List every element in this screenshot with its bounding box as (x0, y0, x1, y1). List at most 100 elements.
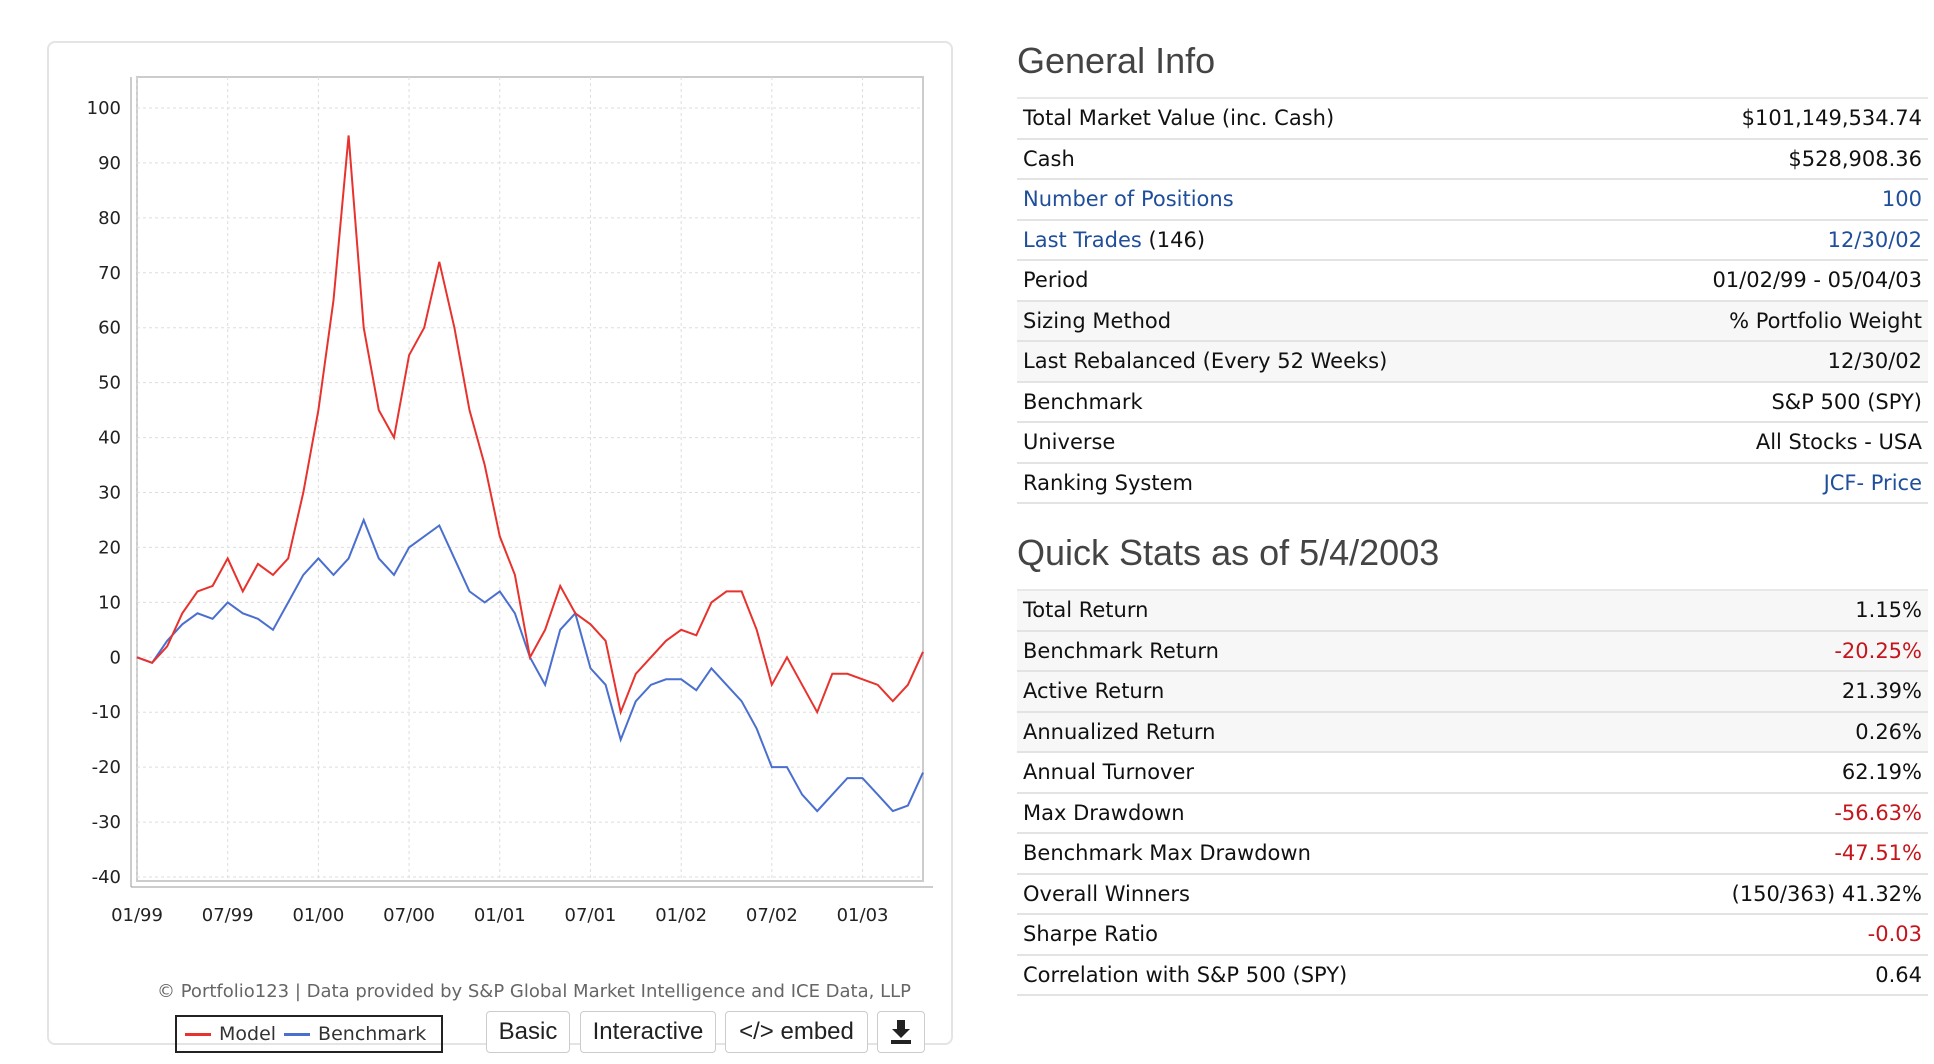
row-value: -0.03 (1585, 914, 1928, 956)
table-row: Total Market Value (inc. Cash) $101,149,5… (1017, 98, 1928, 140)
row-label: Period (1017, 260, 1591, 302)
y-tick-label: 90 (98, 153, 121, 174)
table-row: Cash $528,908.36 (1017, 138, 1928, 180)
y-tick-label: -10 (92, 702, 121, 723)
x-tick-label: 01/00 (292, 905, 344, 926)
row-label: Sizing Method (1017, 300, 1591, 342)
row-label: Overall Winners (1017, 873, 1586, 915)
interactive-button[interactable]: Interactive (580, 1011, 716, 1053)
row-label: Last Rebalanced (Every 52 Weeks) (1017, 341, 1591, 383)
row-label: Ranking System (1017, 462, 1591, 504)
row-value: 12/30/02 (1590, 341, 1928, 383)
x-tick-label: 01/02 (655, 905, 707, 926)
series-line-model (136, 135, 924, 716)
table-row: Ranking System JCF- Price (1017, 462, 1928, 504)
table-row: Last Rebalanced (Every 52 Weeks) 12/30/02 (1017, 341, 1928, 383)
y-tick-label: -30 (92, 812, 121, 833)
info-panel: General Info Total Market Value (inc. Ca… (1017, 36, 1928, 996)
row-value: All Stocks - USA (1590, 422, 1928, 464)
download-icon (891, 1020, 911, 1044)
y-tick-label: 50 (98, 373, 121, 394)
table-row: Active Return 21.39% (1017, 671, 1928, 713)
y-tick-label: 80 (98, 208, 121, 229)
download-button[interactable] (877, 1011, 925, 1053)
y-tick-label: -20 (92, 757, 121, 778)
table-row: Annual Turnover 62.19% (1017, 752, 1928, 794)
x-tick-label: 07/02 (746, 905, 798, 926)
y-tick-label: 20 (98, 537, 121, 558)
row-label-text: Overall Winners (1023, 881, 1190, 906)
row-value: 62.19% (1585, 752, 1928, 794)
x-tick-label: 01/03 (837, 905, 889, 926)
y-tick-label: 60 (98, 318, 121, 339)
row-label-text: Max Drawdown (1023, 800, 1185, 825)
row-label: Cash (1017, 138, 1591, 180)
row-value[interactable]: 100 (1590, 179, 1928, 221)
table-row: Correlation with S&P 500 (SPY) 0.64 (1017, 954, 1928, 996)
model-swatch (185, 1032, 211, 1036)
row-label: Benchmark Max Drawdown (1017, 833, 1586, 875)
row-label: Active Return (1017, 671, 1586, 713)
row-label-text: Active Return (1023, 679, 1165, 704)
row-value: 0.64 (1585, 954, 1928, 996)
row-label-text: Cash (1023, 146, 1075, 171)
row-label-text: Total Market Value (inc. Cash) (1023, 106, 1335, 131)
row-value: -56.63% (1585, 792, 1928, 834)
row-label-text: Annualized Return (1023, 719, 1216, 744)
row-label-text[interactable]: Last Trades (1023, 227, 1142, 252)
y-tick-label: 10 (98, 592, 121, 613)
row-label-text: Correlation with S&P 500 (SPY) (1023, 962, 1348, 987)
benchmark-swatch (284, 1032, 311, 1036)
embed-button[interactable]: </> embed (725, 1011, 868, 1053)
row-value[interactable]: JCF- Price (1590, 462, 1928, 504)
row-label-text: Benchmark Return (1023, 638, 1219, 663)
row-label-text: Period (1023, 268, 1089, 293)
legend-model: Model (219, 1023, 277, 1045)
row-label-text: Annual Turnover (1023, 760, 1195, 785)
row-label-text: Sizing Method (1023, 308, 1172, 333)
x-tick-label: 07/00 (383, 905, 435, 926)
row-label-text: Sharpe Ratio (1023, 922, 1158, 947)
row-label-text[interactable]: Number of Positions (1023, 187, 1234, 212)
row-value[interactable]: 12/30/02 (1590, 219, 1928, 261)
y-tick-label: 0 (110, 647, 121, 668)
row-value: -20.25% (1585, 630, 1928, 672)
table-row: Period 01/02/99 - 05/04/03 (1017, 260, 1928, 302)
plot-area (136, 76, 924, 882)
row-label: Last Trades (146) (1017, 219, 1591, 261)
x-tick-label: 07/99 (202, 905, 254, 926)
row-value: 21.39% (1585, 671, 1928, 713)
table-row: Sizing Method % Portfolio Weight (1017, 300, 1928, 342)
general-info-table: Total Market Value (inc. Cash) $101,149,5… (1017, 97, 1928, 504)
row-label: Benchmark Return (1017, 630, 1586, 672)
table-row: Sharpe Ratio -0.03 (1017, 914, 1928, 956)
row-label-text: Ranking System (1023, 470, 1193, 495)
basic-button[interactable]: Basic (486, 1011, 570, 1053)
row-label: Universe (1017, 422, 1591, 464)
row-label: Benchmark (1017, 381, 1591, 423)
row-value: (150/363) 41.32% (1585, 873, 1928, 915)
quick-stats-title: Quick Stats as of 5/4/2003 (1017, 532, 1440, 573)
row-label: Total Return (1017, 590, 1586, 632)
row-label: Annual Turnover (1017, 752, 1586, 794)
table-row: Annualized Return 0.26% (1017, 711, 1928, 753)
row-value: S&P 500 (SPY) (1590, 381, 1928, 423)
chart-card: 100 90 80 70 60 50 40 30 20 10 0 -10 -20 -30 -40 01/99 0… (47, 41, 953, 1053)
row-label: Sharpe Ratio (1017, 914, 1586, 956)
row-label: Annualized Return (1017, 711, 1586, 753)
table-row: Overall Winners (150/363) 41.32% (1017, 873, 1928, 915)
quick-stats-table: Total Return 1.15% Benchmark Return -20.25%… (1017, 589, 1928, 996)
general-info-title: General Info (1017, 40, 1216, 81)
row-value: 1.15% (1585, 590, 1928, 632)
table-row: Universe All Stocks - USA (1017, 422, 1928, 464)
x-tick-label: 01/01 (474, 905, 526, 926)
row-label: Total Market Value (inc. Cash) (1017, 98, 1591, 140)
y-tick-label: 40 (98, 428, 121, 449)
y-tick-label: 100 (87, 98, 121, 119)
chart-legend: Model Benchmark (175, 1015, 443, 1053)
row-value: 01/02/99 - 05/04/03 (1590, 260, 1928, 302)
row-label-text: Universe (1023, 430, 1116, 455)
y-tick-label: 70 (98, 263, 121, 284)
chart-credit: © Portfolio123 | Data provided by S&P Gl… (157, 981, 911, 1002)
